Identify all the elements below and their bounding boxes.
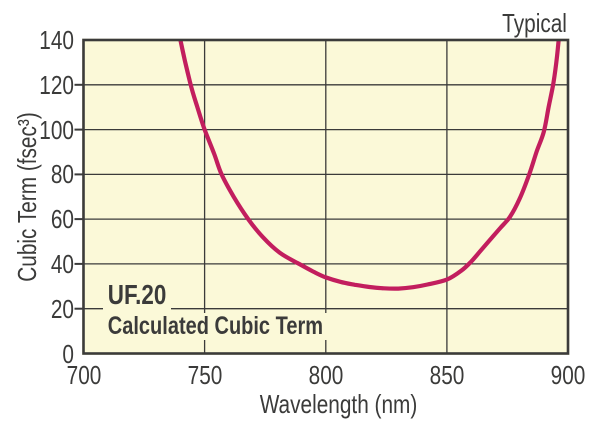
- y-tick-label: 140: [39, 25, 74, 55]
- x-tick-label: 850: [429, 360, 465, 390]
- y-tick-label: 120: [39, 69, 74, 100]
- y-tick-label: 40: [50, 248, 74, 279]
- x-tick-label: 700: [66, 360, 101, 390]
- plot-border: [82, 38, 570, 355]
- x-tick-label: 900: [550, 360, 586, 390]
- x-axis-title: Wavelength (nm): [259, 389, 418, 419]
- x-tick-label: 800: [308, 360, 344, 390]
- annotation-caption: Calculated Cubic Term: [103, 313, 328, 341]
- y-tick-label: 60: [50, 204, 74, 235]
- y-tick-label: 20: [50, 293, 74, 324]
- y-tick-label: 100: [39, 114, 74, 145]
- y-tick-label: 0: [62, 338, 74, 369]
- annotation-product-name: UF.20: [103, 280, 172, 313]
- chart-title: Typical: [502, 8, 567, 38]
- data-curve: [178, 40, 561, 291]
- y-tick-label: 80: [50, 159, 74, 190]
- x-tick-label: 750: [187, 360, 222, 390]
